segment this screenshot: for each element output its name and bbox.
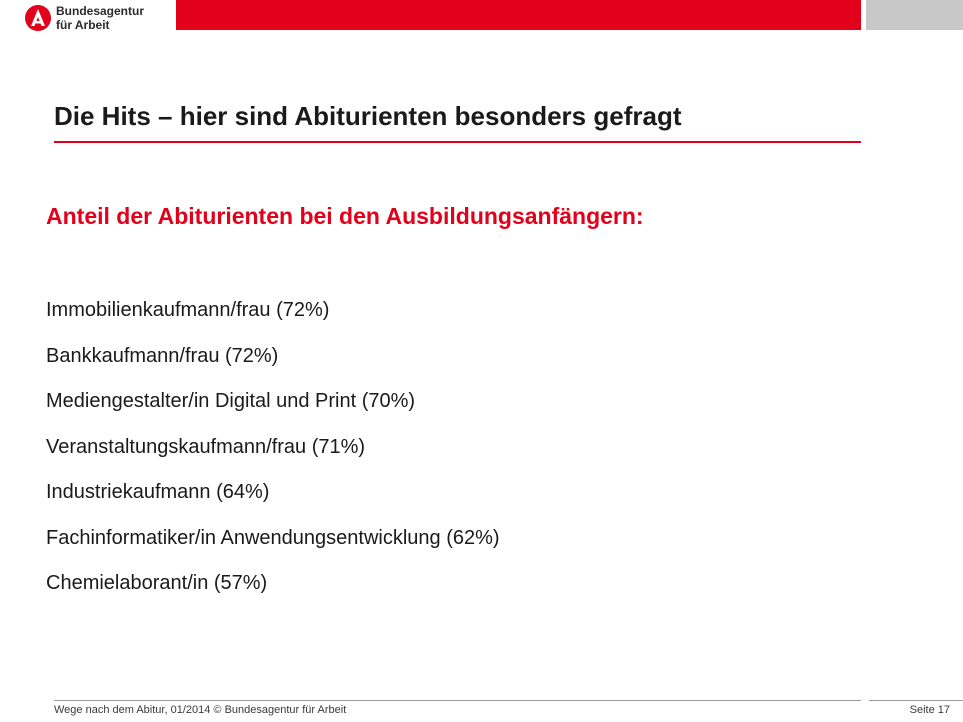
logo-text: Bundesagentur für Arbeit bbox=[56, 4, 144, 32]
logo: Bundesagentur für Arbeit bbox=[24, 2, 174, 36]
list-item: Immobilienkaufmann/frau (72%) bbox=[46, 299, 330, 321]
header-red-bar bbox=[176, 0, 861, 30]
footer-caption: Wege nach dem Abitur, 01/2014 © Bundesag… bbox=[54, 704, 347, 716]
list-item: Chemielaborant/in (57%) bbox=[46, 572, 268, 594]
logo-line-1: Bundesagentur bbox=[56, 4, 145, 18]
slide-subtitle: Anteil der Abiturienten bei den Ausbildu… bbox=[46, 203, 644, 229]
list-item: Veranstaltungskaufmann/frau (71%) bbox=[46, 435, 366, 458]
job-list: Immobilienkaufmann/frau (72%) Bankkaufma… bbox=[46, 288, 500, 607]
slide-title: Die Hits – hier sind Abiturienten besond… bbox=[54, 101, 682, 131]
title-underline bbox=[54, 141, 861, 143]
bundesagentur-logo-icon bbox=[25, 5, 51, 31]
list-item: Fachinformatiker/in Anwendungsentwicklun… bbox=[46, 526, 500, 549]
page-number: Seite 17 bbox=[909, 704, 950, 716]
list-item: Mediengestalter/in Digital und Print (70… bbox=[46, 390, 416, 412]
logo-line-2: für Arbeit bbox=[56, 18, 110, 32]
list-item: Industriekaufmann (64%) bbox=[46, 481, 270, 503]
footer-divider-left bbox=[54, 700, 861, 701]
header-gray-bar bbox=[866, 0, 963, 30]
list-item: Bankkaufmann/frau (72%) bbox=[46, 344, 279, 367]
footer-divider-right bbox=[869, 700, 963, 701]
